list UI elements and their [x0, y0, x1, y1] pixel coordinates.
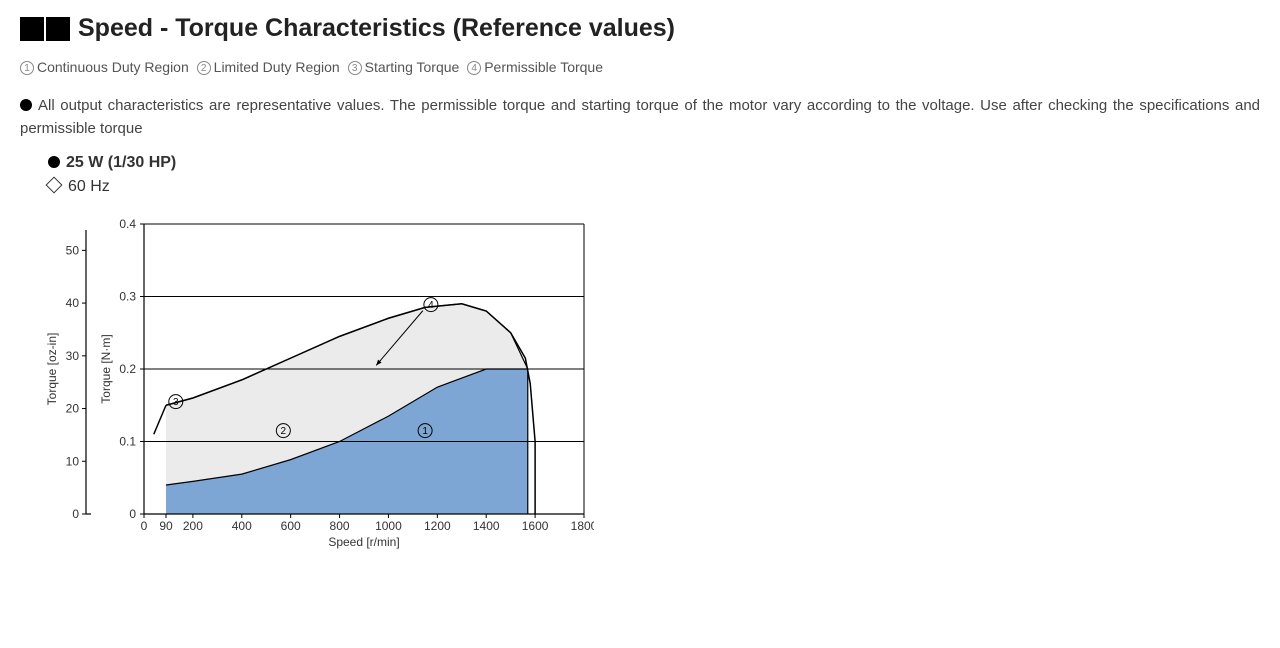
freq-label: 60 Hz: [68, 178, 110, 195]
diamond-icon: [46, 177, 63, 194]
svg-text:1400: 1400: [473, 519, 500, 533]
legend-item-2: 2Limited Duty Region: [197, 59, 340, 75]
svg-text:1800: 1800: [571, 519, 594, 533]
freq-subheading: 60 Hz: [48, 178, 1260, 196]
legend-label-1: Continuous Duty Region: [37, 59, 189, 75]
bullet-dot-icon: [20, 99, 32, 111]
power-subheading: 25 W (1/30 HP): [48, 154, 1260, 172]
legend-label-4: Permissible Torque: [484, 59, 603, 75]
svg-text:1: 1: [422, 426, 428, 437]
svg-text:200: 200: [183, 519, 203, 533]
svg-text:3: 3: [173, 397, 179, 408]
svg-text:50: 50: [66, 243, 80, 257]
svg-text:1200: 1200: [424, 519, 451, 533]
svg-text:Speed [r/min]: Speed [r/min]: [328, 535, 399, 549]
description-paragraph: All output characteristics are represent…: [20, 95, 1260, 140]
svg-text:90: 90: [159, 519, 173, 533]
svg-text:0: 0: [72, 507, 79, 521]
svg-text:30: 30: [66, 349, 80, 363]
title-row: Speed - Torque Characteristics (Referenc…: [20, 14, 1260, 43]
svg-text:0.3: 0.3: [119, 290, 136, 304]
svg-text:20: 20: [66, 402, 80, 416]
svg-text:0.4: 0.4: [119, 217, 136, 231]
svg-text:0: 0: [129, 507, 136, 521]
svg-text:400: 400: [232, 519, 252, 533]
svg-text:800: 800: [330, 519, 350, 533]
svg-text:40: 40: [66, 296, 80, 310]
svg-text:2: 2: [281, 426, 287, 437]
page-title: Speed - Torque Characteristics (Referenc…: [78, 14, 675, 43]
legend-item-1: 1Continuous Duty Region: [20, 59, 189, 75]
chart-container: 00.10.20.30.4Torque [N·m]01020304050Torq…: [34, 204, 1260, 564]
bullet-dot-icon: [48, 156, 60, 168]
svg-text:0.2: 0.2: [119, 362, 136, 376]
svg-text:Torque [N·m]: Torque [N·m]: [99, 334, 113, 403]
legend-item-4: 4Permissible Torque: [467, 59, 603, 75]
title-bullet-squares: [20, 17, 70, 41]
power-label: 25 W (1/30 HP): [66, 154, 176, 171]
svg-text:1600: 1600: [522, 519, 549, 533]
svg-text:0.1: 0.1: [119, 435, 136, 449]
svg-text:600: 600: [281, 519, 301, 533]
svg-text:4: 4: [428, 300, 434, 311]
speed-torque-chart: 00.10.20.30.4Torque [N·m]01020304050Torq…: [34, 204, 594, 564]
svg-text:1000: 1000: [375, 519, 402, 533]
legend-item-3: 3Starting Torque: [348, 59, 460, 75]
legend-line: 1Continuous Duty Region 2Limited Duty Re…: [20, 59, 1260, 75]
description-text: All output characteristics are represent…: [20, 97, 1260, 137]
svg-text:10: 10: [66, 454, 80, 468]
legend-label-2: Limited Duty Region: [214, 59, 340, 75]
legend-label-3: Starting Torque: [365, 59, 460, 75]
svg-text:0: 0: [141, 519, 148, 533]
svg-text:Torque [oz-in]: Torque [oz-in]: [45, 333, 59, 406]
